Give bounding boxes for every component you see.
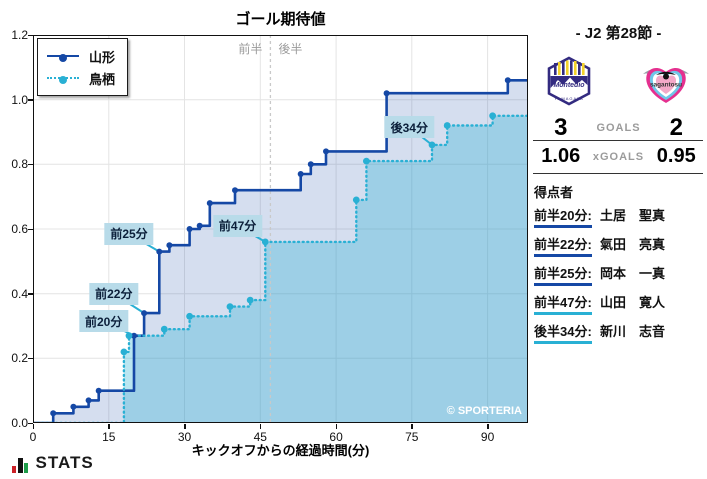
mountains (550, 77, 588, 91)
y-tick-mark (28, 293, 33, 295)
plot-border (33, 35, 528, 423)
x-tick-mark (259, 424, 262, 429)
xg-chart-svg (33, 35, 528, 423)
stats-brand-logo: STATS (12, 453, 94, 473)
scorer-time: 前半20分: (534, 205, 592, 228)
x-tick-label: 0 (29, 430, 37, 444)
x-tick-mark (184, 424, 186, 429)
x-axis-label: キックオフからの経過時間(分) (191, 443, 370, 458)
away-goals: 2 (669, 114, 683, 141)
bird-emblem (656, 71, 676, 75)
chart-title: ゴール期待値 (235, 11, 326, 28)
scorer-time: 後半34分: (534, 321, 592, 344)
sagan-tosu-logo: sagantosu (643, 68, 689, 103)
xgoals-label: xGOALS (592, 150, 645, 163)
x-tick-mark (411, 424, 413, 429)
bar-chart-icon (12, 458, 30, 473)
away-xgoals: 0.95 (656, 145, 696, 167)
y-tick-mark (28, 34, 33, 36)
scorer-row: 前半20分: 土居 聖真 (534, 205, 705, 234)
x-tick-mark (108, 424, 110, 429)
scorer-row: 後半34分: 新川 志音 (534, 321, 705, 350)
xgoals-row: 1.06 xGOALS 0.95 (532, 145, 705, 168)
scorer-name: 新川 志音 (600, 324, 666, 339)
y-tick-mark (28, 99, 33, 101)
brand-text: STATS (35, 453, 94, 472)
y-tick-mark (28, 228, 33, 230)
x-tick-mark (487, 424, 489, 429)
match-title: - J2 第28節 - (575, 25, 662, 42)
separator-line (533, 140, 703, 141)
x-tick-label: 75 (405, 430, 419, 444)
svg-text:sagantosu: sagantosu (650, 82, 682, 89)
x-tick-label: 45 (253, 430, 267, 444)
separator-line (533, 173, 703, 174)
scorer-time: 前半47分: (534, 292, 592, 315)
x-tick-label: 15 (102, 430, 116, 444)
y-tick-label: 1.2 (11, 28, 28, 42)
y-tick-label: 0.0 (11, 416, 28, 430)
goals-label: GOALS (596, 122, 641, 134)
home-goals: 3 (554, 114, 568, 141)
y-tick-mark (28, 163, 33, 166)
scorer-name: 岡本 一真 (600, 266, 666, 281)
scorers-list: 前半20分: 土居 聖真 前半22分: 氣田 亮真 前半25分: 岡本 一真 前半47分: 山… (534, 205, 705, 350)
scorer-row: 前半47分: 山田 寛人 (534, 292, 705, 321)
y-tick-mark (28, 357, 33, 360)
svg-text:Montedio: Montedio (553, 82, 585, 89)
y-tick-label: 0.8 (11, 157, 28, 172)
info-panel: - J2 第28節 - Montedio YAMAGATA sagantosu … (532, 22, 705, 344)
scorer-name: 氣田 亮真 (600, 237, 666, 252)
scorer-row: 前半25分: 岡本 一真 (534, 263, 705, 292)
x-tick-label: 60 (329, 430, 343, 444)
scorer-time: 前半22分: (534, 234, 592, 257)
montedio-yamagata-logo: Montedio YAMAGATA (547, 56, 591, 106)
y-tick-mark (28, 422, 33, 424)
x-tick-label: 30 (177, 430, 192, 444)
y-tick-label: 0.4 (11, 286, 28, 301)
x-tick-mark (32, 424, 34, 429)
scorer-name: 山田 寛人 (600, 295, 666, 310)
scorer-row: 前半22分: 氣田 亮真 (534, 234, 705, 263)
xg-chart-section: ゴール期待値 山形 鳥栖 © SPORTERIA 前20分 前22分 前25分 前47分… (11, 11, 528, 473)
logo-stripes (554, 60, 585, 75)
y-tick-label: 0.2 (11, 351, 28, 366)
home-xgoals: 1.06 (541, 145, 581, 167)
scorers-title: 得点者 (534, 185, 574, 200)
svg-text:YAMAGATA: YAMAGATA (554, 96, 583, 101)
scorer-time: 前半25分: (534, 263, 592, 286)
y-tick-label: 1.0 (11, 92, 28, 107)
scorer-name: 土居 聖真 (600, 208, 666, 223)
x-tick-mark (335, 424, 338, 429)
x-tick-label: 90 (480, 430, 495, 444)
y-tick-label: 0.6 (11, 222, 28, 236)
score-row: 3 GOALS 2 (532, 114, 705, 142)
